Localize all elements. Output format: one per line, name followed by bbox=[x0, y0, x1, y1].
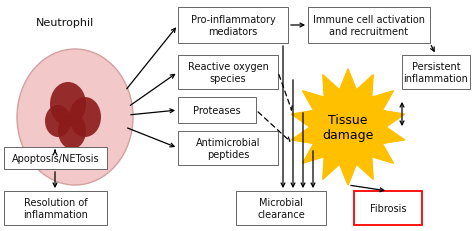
Text: Proteases: Proteases bbox=[193, 106, 241, 116]
FancyBboxPatch shape bbox=[236, 191, 326, 225]
FancyBboxPatch shape bbox=[4, 191, 107, 225]
Text: Persistent
inflammation: Persistent inflammation bbox=[403, 62, 468, 83]
Text: Resolution of
inflammation: Resolution of inflammation bbox=[23, 197, 88, 219]
Ellipse shape bbox=[45, 106, 71, 137]
Text: Tissue
damage: Tissue damage bbox=[322, 113, 374, 141]
Text: Microbial
clearance: Microbial clearance bbox=[257, 197, 305, 219]
Ellipse shape bbox=[17, 50, 133, 185]
Text: Immune cell activation
and recruitment: Immune cell activation and recruitment bbox=[313, 15, 425, 37]
FancyBboxPatch shape bbox=[178, 131, 278, 165]
FancyBboxPatch shape bbox=[4, 147, 107, 169]
Text: Antimicrobial
peptides: Antimicrobial peptides bbox=[196, 138, 260, 159]
Text: Apoptosis/NETosis: Apoptosis/NETosis bbox=[12, 153, 100, 163]
FancyBboxPatch shape bbox=[402, 56, 470, 90]
Text: Reactive oxygen
species: Reactive oxygen species bbox=[188, 62, 268, 83]
Text: Neutrophil: Neutrophil bbox=[36, 18, 94, 28]
Ellipse shape bbox=[50, 83, 86, 126]
FancyBboxPatch shape bbox=[178, 97, 256, 123]
Polygon shape bbox=[292, 70, 404, 185]
FancyBboxPatch shape bbox=[178, 8, 288, 44]
FancyBboxPatch shape bbox=[308, 8, 430, 44]
Text: Fibrosis: Fibrosis bbox=[370, 203, 406, 213]
Text: Pro-inflammatory
mediators: Pro-inflammatory mediators bbox=[191, 15, 275, 37]
Ellipse shape bbox=[58, 113, 86, 149]
Ellipse shape bbox=[69, 97, 101, 137]
FancyBboxPatch shape bbox=[354, 191, 422, 225]
FancyBboxPatch shape bbox=[178, 56, 278, 90]
